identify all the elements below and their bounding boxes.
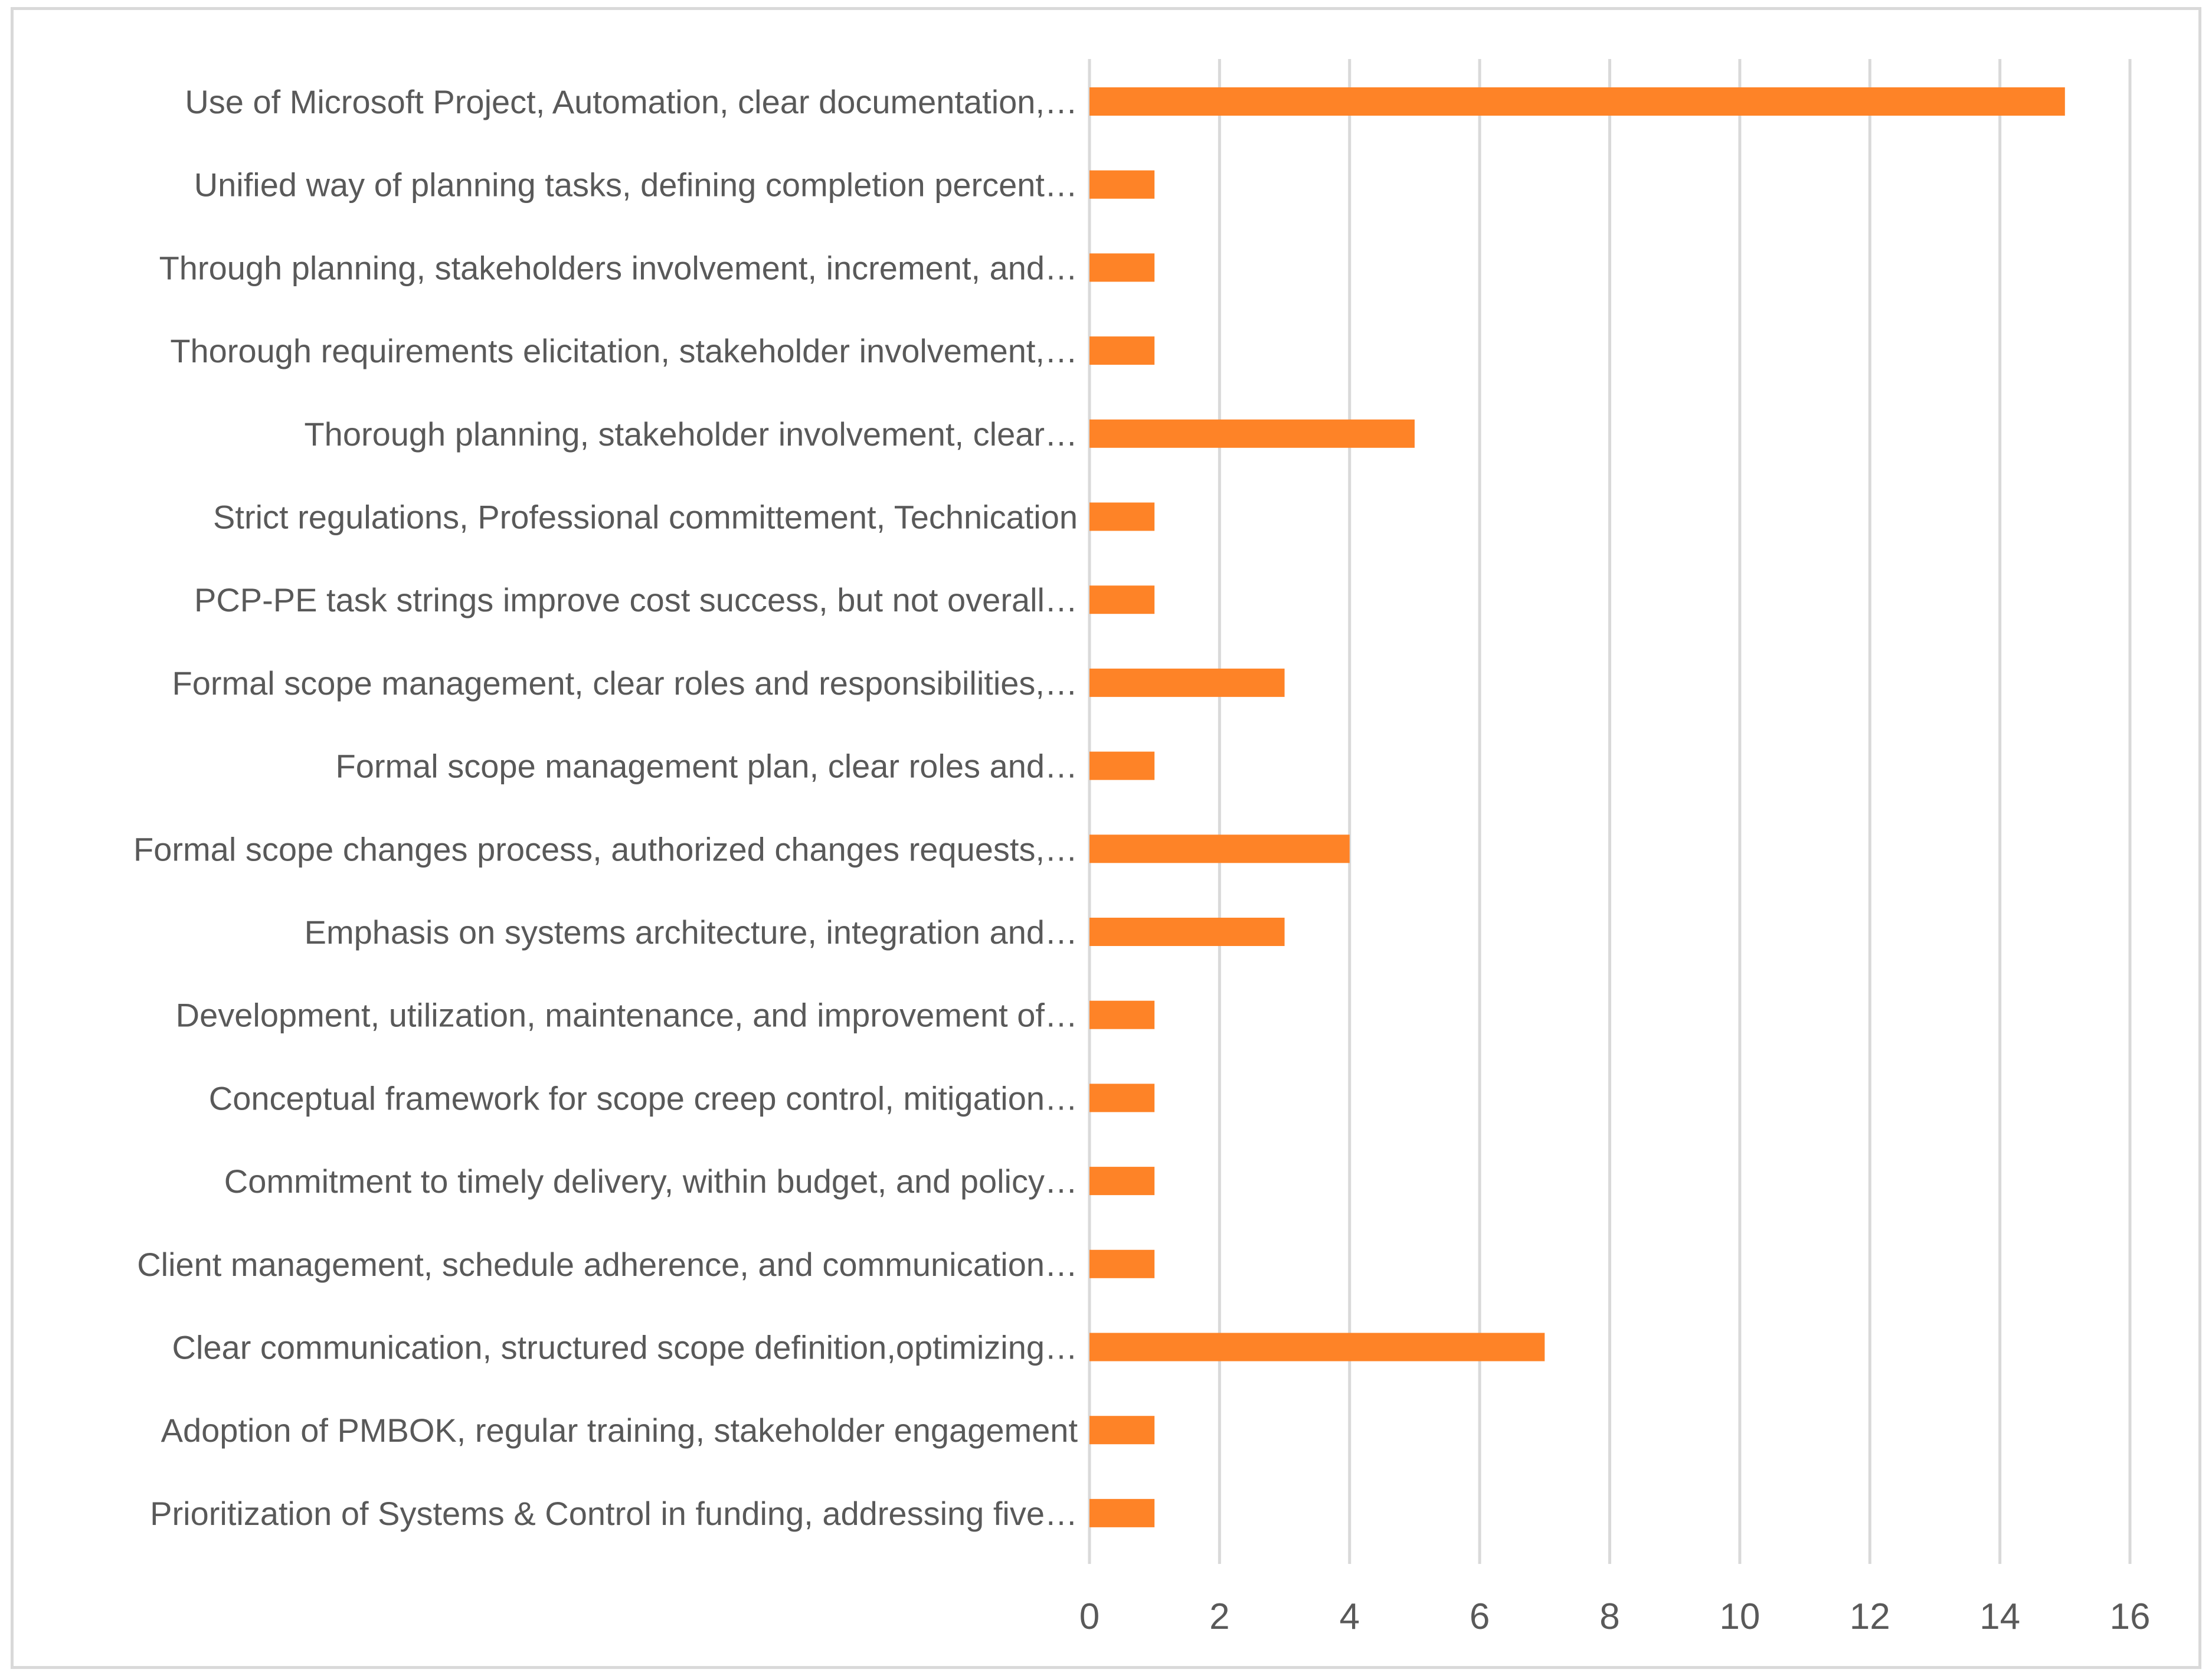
category-label: Commitment to timely delivery, within bu… xyxy=(224,1163,1078,1200)
category-label: Conceptual framework for scope creep con… xyxy=(209,1079,1078,1117)
category-label: PCP-PE task strings improve cost success… xyxy=(194,581,1078,618)
bar xyxy=(1089,1249,1155,1278)
bars xyxy=(1089,87,2065,1527)
bar xyxy=(1089,1333,1545,1361)
bar xyxy=(1089,1084,1155,1112)
category-label: Through planning, stakeholders involveme… xyxy=(159,249,1078,286)
category-label: Use of Microsoft Project, Automation, cl… xyxy=(185,83,1078,120)
category-label: Emphasis on systems architecture, integr… xyxy=(305,914,1078,951)
bar xyxy=(1089,585,1155,614)
category-label: Prioritization of Systems & Control in f… xyxy=(150,1495,1078,1532)
bar xyxy=(1089,668,1285,697)
category-label: Client management, schedule adherence, a… xyxy=(137,1246,1078,1283)
x-tick-label: 6 xyxy=(1470,1596,1490,1637)
category-label: Formal scope management plan, clear role… xyxy=(335,748,1078,785)
category-label: Clear communication, structured scope de… xyxy=(172,1329,1078,1366)
bar xyxy=(1089,751,1155,780)
bar xyxy=(1089,336,1155,365)
category-label: Thorough requirements elicitation, stake… xyxy=(170,332,1078,369)
category-labels: Use of Microsoft Project, Automation, cl… xyxy=(133,83,1078,1532)
x-axis-tick-labels: 0 2 4 6 8 10 12 14 16 xyxy=(1079,1596,2151,1637)
category-label: Adoption of PMBOK, regular training, sta… xyxy=(161,1412,1078,1449)
bar xyxy=(1089,419,1415,448)
bar xyxy=(1089,918,1285,946)
bar xyxy=(1089,1416,1155,1445)
x-tick-label: 4 xyxy=(1340,1596,1360,1637)
x-tick-label: 14 xyxy=(1979,1596,2020,1637)
x-tick-label: 16 xyxy=(2110,1596,2151,1637)
bar xyxy=(1089,87,2065,116)
x-tick-label: 10 xyxy=(1719,1596,1760,1637)
bar xyxy=(1089,1000,1155,1029)
category-label: Unified way of planning tasks, defining … xyxy=(194,166,1078,204)
x-tick-label: 2 xyxy=(1209,1596,1229,1637)
x-tick-label: 12 xyxy=(1850,1596,1890,1637)
gridlines xyxy=(1088,59,2132,1564)
bar xyxy=(1089,253,1155,282)
bar xyxy=(1089,170,1155,199)
category-label: Thorough planning, stakeholder involveme… xyxy=(304,415,1078,453)
bar xyxy=(1089,502,1155,531)
x-tick-label: 8 xyxy=(1599,1596,1619,1637)
category-label: Strict regulations, Professional committ… xyxy=(213,499,1078,536)
category-label: Formal scope management, clear roles and… xyxy=(172,665,1078,702)
x-tick-label: 0 xyxy=(1079,1596,1100,1637)
bar xyxy=(1089,834,1350,863)
bar xyxy=(1089,1167,1155,1196)
category-label: Formal scope changes process, authorized… xyxy=(133,830,1078,868)
bar xyxy=(1089,1498,1155,1527)
category-label: Development, utilization, maintenance, a… xyxy=(176,997,1078,1034)
